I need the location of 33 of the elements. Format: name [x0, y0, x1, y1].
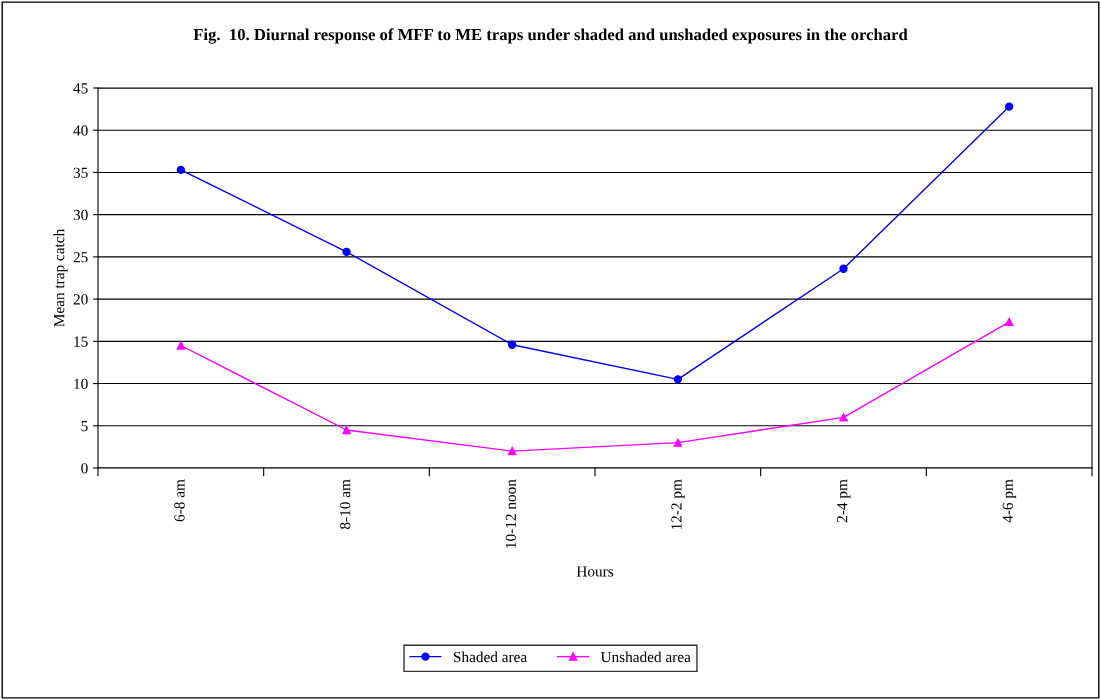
legend-label: Shaded area — [453, 651, 527, 663]
x-tick-label: 2-4 pm — [837, 479, 851, 523]
y-tick-label: 25 — [73, 252, 88, 263]
y-axis-title: Mean trap catch — [53, 229, 68, 327]
y-tick-label: 15 — [74, 336, 88, 347]
y-tick-label: 40 — [73, 125, 88, 136]
point — [839, 264, 848, 273]
x-tick-label: 4-6 pm — [1002, 479, 1017, 523]
y-tick-label: 10 — [74, 378, 88, 390]
point — [1004, 102, 1014, 111]
x-tick-label: 12-2 pm — [671, 479, 685, 530]
y-tick-label: 0 — [81, 463, 88, 474]
legend-label: Unshaded area — [600, 651, 691, 663]
point — [673, 375, 683, 384]
x-tick-label: 8-10 am — [340, 479, 351, 530]
y-tick-label: 30 — [73, 209, 88, 221]
point — [507, 340, 517, 349]
y-tick-label: 5 — [81, 421, 88, 432]
point — [342, 247, 351, 256]
point — [342, 425, 351, 435]
x-axis-title: Hours — [576, 566, 614, 577]
point — [839, 413, 848, 422]
y-tick-label: 45 — [73, 83, 88, 94]
point — [673, 438, 683, 447]
point — [1004, 317, 1014, 327]
x-tick-label: 10-12 noon — [505, 479, 516, 548]
x-tick-label: 6-8 am — [174, 479, 185, 522]
y-tick-label: 20 — [73, 294, 88, 305]
point — [176, 341, 186, 350]
chart-title: Fig. 10. Diurnal response of MFF to ME traps under shaded and unshaded exposures in the orchard — [193, 28, 908, 44]
point — [507, 446, 517, 456]
point — [176, 165, 186, 175]
y-tick-label: 35 — [73, 167, 88, 178]
